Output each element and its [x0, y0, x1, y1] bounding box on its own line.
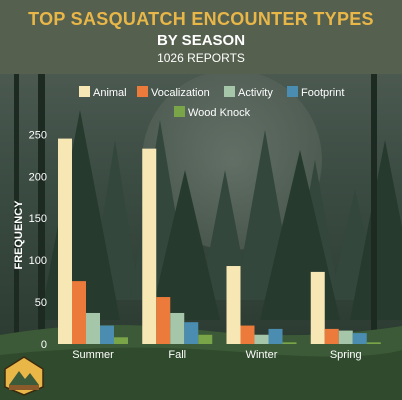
y-tick-label: 150	[29, 213, 47, 225]
legend-swatch	[287, 86, 298, 97]
legend-swatch	[79, 86, 90, 97]
legend-item-animal: Animal	[79, 86, 127, 99]
legend-swatch	[174, 106, 185, 117]
legend-item-vocalization: Vocalization	[137, 86, 210, 99]
bar-activity-spring	[338, 330, 353, 344]
mountain-badge-icon	[4, 356, 44, 396]
bar-vocalization-spring	[324, 328, 339, 344]
y-tick-label: 100	[29, 255, 47, 267]
bar-animal-spring	[310, 271, 325, 344]
x-tick-label: Fall	[168, 349, 186, 361]
bar-wood-knock-fall	[198, 334, 213, 344]
bar-vocalization-fall	[156, 297, 171, 344]
tree-trunks	[14, 74, 377, 374]
bar-activity-winter	[254, 334, 269, 344]
y-tick-label: 250	[29, 129, 47, 141]
bar-footprint-spring	[352, 333, 367, 344]
bar-vocalization-summer	[72, 281, 86, 344]
bar-vocalization-winter	[240, 325, 255, 344]
legend-swatch	[137, 86, 148, 97]
chart-header: TOP SASQUATCH ENCOUNTER TYPES BY SEASON …	[0, 0, 402, 74]
y-axis-label: FREQUENCY	[13, 200, 25, 270]
y-tick-label: 0	[41, 339, 47, 351]
bar-wood-knock-spring	[366, 342, 381, 344]
y-tick-label: 200	[29, 171, 47, 183]
x-tick-label: Summer	[72, 349, 114, 361]
bar-footprint-winter	[268, 328, 283, 344]
bar-footprint-summer	[100, 325, 114, 344]
y-tick-label: 50	[35, 297, 47, 309]
bar-animal-summer	[58, 138, 72, 344]
bar-wood-knock-summer	[114, 337, 128, 344]
bar-activity-fall	[170, 312, 185, 344]
chart-title-line2: BY SEASON	[156, 32, 246, 49]
bar-activity-summer	[86, 312, 100, 344]
legend-item-footprint: Footprint	[287, 86, 344, 99]
bar-animal-fall	[142, 148, 157, 344]
chart-title: TOP SASQUATCH ENCOUNTER TYPES	[28, 9, 374, 29]
legend-item-activity: Activity	[224, 86, 273, 99]
bar-footprint-fall	[184, 322, 199, 344]
x-tick-label: Winter	[246, 349, 278, 361]
bar-animal-winter	[226, 266, 241, 344]
chart-subtitle: 1026 REPORTS	[157, 51, 245, 65]
bar-wood-knock-winter	[282, 342, 297, 344]
legend-item-wood-knock: Wood Knock	[174, 106, 250, 119]
x-tick-label: Spring	[330, 349, 362, 361]
legend-swatch	[224, 86, 235, 97]
